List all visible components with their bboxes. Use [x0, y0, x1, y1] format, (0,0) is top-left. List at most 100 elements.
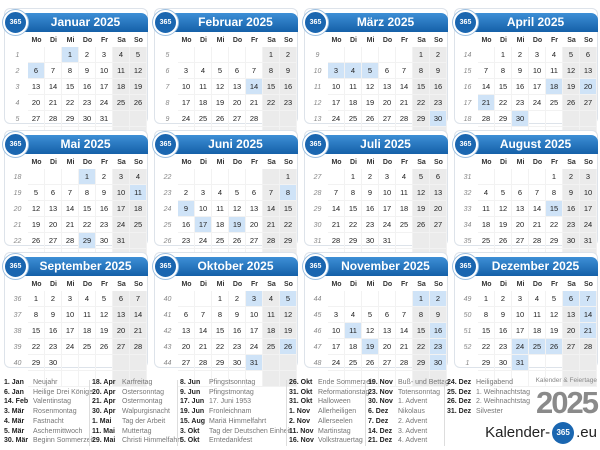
day-cell[interactable]: 19 — [229, 217, 246, 233]
day-cell[interactable]: 21 — [130, 323, 147, 339]
day-cell[interactable]: 13 — [246, 201, 263, 217]
day-cell[interactable]: 25 — [396, 217, 413, 233]
day-cell[interactable]: 10 — [328, 323, 345, 339]
day-cell[interactable]: 2 — [362, 169, 379, 185]
day-cell[interactable]: 9 — [280, 63, 297, 79]
day-cell[interactable]: 30 — [430, 111, 447, 127]
day-cell[interactable]: 28 — [263, 233, 280, 249]
day-cell[interactable]: 1 — [413, 47, 430, 63]
day-cell[interactable]: 27 — [246, 233, 263, 249]
day-cell[interactable]: 26 — [563, 95, 580, 111]
day-cell[interactable]: 13 — [45, 201, 62, 217]
day-cell[interactable]: 6 — [580, 47, 597, 63]
day-cell[interactable]: 20 — [379, 95, 396, 111]
day-cell[interactable]: 25 — [478, 233, 495, 249]
day-cell[interactable]: 21 — [195, 339, 212, 355]
day-cell[interactable]: 1 — [280, 169, 297, 185]
day-cell[interactable]: 16 — [229, 323, 246, 339]
day-cell[interactable]: 13 — [563, 307, 580, 323]
day-cell[interactable]: 17 — [178, 95, 195, 111]
day-cell[interactable]: 3 — [178, 63, 195, 79]
day-cell[interactable]: 7 — [130, 291, 147, 307]
day-cell[interactable]: 22 — [478, 339, 495, 355]
day-cell[interactable]: 12 — [96, 307, 113, 323]
day-cell[interactable]: 17 — [529, 79, 546, 95]
day-cell[interactable]: 10 — [379, 185, 396, 201]
day-cell[interactable]: 23 — [362, 217, 379, 233]
day-cell[interactable]: 24 — [113, 217, 130, 233]
day-cell[interactable]: 5 — [130, 47, 147, 63]
day-cell[interactable]: 7 — [478, 63, 495, 79]
day-cell[interactable]: 30 — [96, 233, 113, 249]
day-cell[interactable]: 20 — [28, 95, 45, 111]
day-cell[interactable]: 30 — [79, 111, 96, 127]
day-cell[interactable]: 4 — [546, 47, 563, 63]
day-cell[interactable]: 27 — [512, 233, 529, 249]
day-cell[interactable]: 7 — [195, 307, 212, 323]
day-cell[interactable]: 14 — [478, 79, 495, 95]
day-cell[interactable]: 1 — [263, 47, 280, 63]
day-cell[interactable]: 27 — [580, 95, 597, 111]
day-cell[interactable]: 4 — [396, 169, 413, 185]
day-cell[interactable]: 30 — [45, 355, 62, 371]
day-cell[interactable]: 5 — [229, 185, 246, 201]
day-cell[interactable]: 6 — [512, 185, 529, 201]
day-cell[interactable]: 11 — [546, 63, 563, 79]
day-cell[interactable]: 23 — [563, 217, 580, 233]
day-cell[interactable]: 27 — [379, 355, 396, 371]
day-cell[interactable]: 31 — [113, 233, 130, 249]
day-cell[interactable]: 29 — [345, 233, 362, 249]
day-cell[interactable]: 28 — [45, 111, 62, 127]
day-cell[interactable]: 31 — [512, 355, 529, 371]
day-cell[interactable]: 20 — [379, 339, 396, 355]
day-cell[interactable]: 19 — [362, 339, 379, 355]
day-cell[interactable]: 6 — [379, 307, 396, 323]
day-cell[interactable]: 18 — [546, 79, 563, 95]
day-cell[interactable]: 13 — [28, 79, 45, 95]
day-cell[interactable]: 21 — [62, 217, 79, 233]
day-cell[interactable]: 27 — [430, 217, 447, 233]
day-cell[interactable]: 10 — [195, 201, 212, 217]
day-cell[interactable]: 19 — [563, 79, 580, 95]
day-cell[interactable]: 30 — [229, 355, 246, 371]
day-cell[interactable]: 27 — [229, 111, 246, 127]
day-cell[interactable]: 20 — [512, 217, 529, 233]
day-cell[interactable]: 7 — [529, 185, 546, 201]
day-cell[interactable]: 9 — [229, 307, 246, 323]
day-cell[interactable]: 24 — [529, 95, 546, 111]
day-cell[interactable]: 31 — [580, 233, 597, 249]
day-cell[interactable]: 12 — [229, 201, 246, 217]
day-cell[interactable]: 12 — [362, 79, 379, 95]
day-cell[interactable]: 26 — [362, 111, 379, 127]
day-cell[interactable]: 11 — [396, 185, 413, 201]
day-cell[interactable]: 2 — [280, 47, 297, 63]
day-cell[interactable]: 16 — [495, 323, 512, 339]
day-cell[interactable]: 10 — [246, 307, 263, 323]
day-cell[interactable]: 27 — [178, 355, 195, 371]
day-cell[interactable]: 27 — [113, 339, 130, 355]
day-cell[interactable]: 23 — [280, 95, 297, 111]
day-cell[interactable]: 20 — [229, 95, 246, 111]
day-cell[interactable]: 18 — [212, 217, 229, 233]
day-cell[interactable]: 1 — [413, 291, 430, 307]
day-cell[interactable]: 25 — [345, 111, 362, 127]
day-cell[interactable]: 11 — [130, 185, 147, 201]
day-cell[interactable]: 7 — [246, 63, 263, 79]
day-cell[interactable]: 17 — [113, 201, 130, 217]
day-cell[interactable]: 10 — [512, 307, 529, 323]
day-cell[interactable]: 12 — [495, 201, 512, 217]
day-cell[interactable]: 24 — [512, 339, 529, 355]
day-cell[interactable]: 21 — [263, 217, 280, 233]
day-cell[interactable]: 26 — [413, 217, 430, 233]
day-cell[interactable]: 14 — [62, 201, 79, 217]
day-cell[interactable]: 7 — [45, 63, 62, 79]
day-cell[interactable]: 29 — [62, 111, 79, 127]
day-cell[interactable]: 15 — [28, 323, 45, 339]
day-cell[interactable]: 20 — [430, 201, 447, 217]
day-cell[interactable]: 8 — [79, 185, 96, 201]
day-cell[interactable]: 18 — [345, 95, 362, 111]
day-cell[interactable]: 11 — [79, 307, 96, 323]
day-cell[interactable]: 27 — [28, 111, 45, 127]
day-cell[interactable]: 25 — [529, 339, 546, 355]
day-cell[interactable]: 4 — [478, 185, 495, 201]
